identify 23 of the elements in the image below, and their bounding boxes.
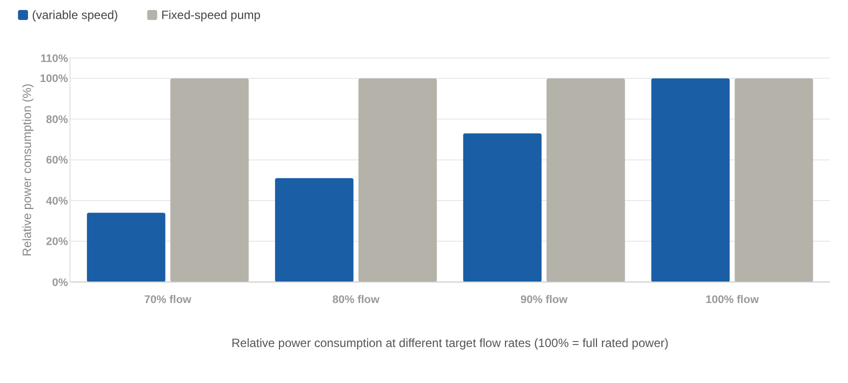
bar — [170, 78, 249, 282]
y-tick-label: 40% — [46, 195, 68, 208]
y-tick-label: 60% — [46, 154, 68, 167]
y-tick-label: 110% — [40, 52, 68, 65]
bar — [734, 78, 814, 282]
y-tick-label: 80% — [46, 114, 68, 126]
bar — [275, 178, 354, 282]
legend-label: Fixed-speed pump — [161, 8, 261, 22]
bar — [358, 78, 437, 282]
x-axis-title: Relative power consumption at different target flow rates (100% = full rated power) — [231, 336, 669, 350]
y-tick-label: 0% — [52, 276, 68, 289]
x-tick-label: 70% flow — [144, 294, 192, 306]
x-tick-label: 100% flow — [706, 294, 760, 306]
legend-label: (variable speed) — [32, 8, 118, 22]
bar — [546, 78, 625, 282]
bar — [651, 78, 730, 282]
y-tick-label: 100% — [40, 73, 68, 86]
bar — [86, 212, 166, 282]
bar — [463, 133, 542, 282]
y-tick-label: 20% — [46, 236, 68, 248]
x-tick-label: 90% flow — [520, 294, 568, 306]
x-tick-label: 80% flow — [332, 294, 380, 306]
y-axis-title: Relative power consumption (%) — [20, 84, 34, 256]
